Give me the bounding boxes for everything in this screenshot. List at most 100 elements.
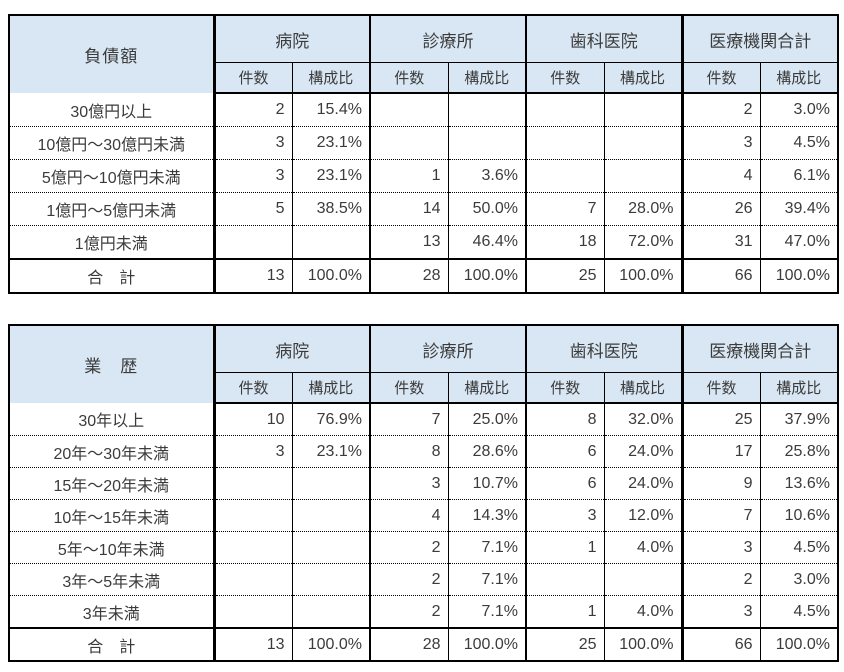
row-label: 20年～30年未満 [9, 435, 216, 468]
ratio-cell: 4.0% [603, 531, 682, 564]
count-cell: 17 [680, 435, 760, 468]
column-group-hospital: 病院 [212, 325, 370, 373]
count-cell [212, 531, 292, 564]
count-cell: 1 [525, 531, 604, 564]
count-cell: 4 [680, 159, 760, 193]
ratio-cell [603, 126, 682, 160]
count-cell: 6 [525, 435, 604, 468]
row-label: 合 計 [9, 258, 216, 293]
table-row: 10年～15年未満 4 14.3% 3 12.0% 7 10.6% [9, 499, 838, 532]
debt-table-body: 30億円以上 2 15.4% 2 3.0% 10億円～30億円未満 3 23.1% 3 4.5% 5… [9, 93, 838, 293]
table-row: 15年～20年未満 3 10.7% 6 24.0% 9 13.6% [9, 467, 838, 500]
ratio-cell: 4.5% [759, 531, 838, 564]
table-row: 30億円以上 2 15.4% 2 3.0% [9, 93, 838, 127]
ratio-cell: 100.0% [291, 627, 370, 661]
group-header-row: 負債額 病院 診療所 歯科医院 医療機関合計 [9, 15, 838, 93]
ratio-cell: 3.0% [759, 93, 838, 127]
table-row: 3年～5年未満 2 7.1% 2 3.0% [9, 563, 838, 596]
ratio-cell: 100.0% [291, 258, 370, 293]
ratio-cell: 10.7% [447, 467, 526, 500]
table-row: 5年～10年未満 2 7.1% 1 4.0% 3 4.5% [9, 531, 838, 564]
count-cell: 2 [212, 93, 292, 127]
ratio-cell: 50.0% [447, 192, 526, 226]
ratio-cell [291, 531, 370, 564]
count-cell: 18 [525, 225, 604, 259]
row-label: 3年～5年未満 [9, 563, 216, 596]
total-row: 合 計 13 100.0% 28 100.0% 25 100.0% 66 100.0% [9, 258, 838, 293]
count-cell: 2 [680, 93, 760, 127]
count-cell [212, 467, 292, 500]
ratio-cell: 100.0% [603, 258, 682, 293]
row-label: 5億円～10億円未満 [9, 159, 216, 193]
ratio-cell: 12.0% [603, 499, 682, 532]
count-cell: 66 [680, 627, 760, 661]
column-group-total: 医療機関合計 [680, 325, 838, 373]
col-header-ratio: 構成比 [447, 62, 526, 94]
ratio-cell: 7.1% [447, 531, 526, 564]
count-cell: 1 [369, 159, 448, 193]
ratio-cell [291, 467, 370, 500]
ratio-cell: 24.0% [603, 467, 682, 500]
count-cell: 3 [680, 595, 760, 628]
count-cell: 2 [369, 563, 448, 596]
col-header-ratio: 構成比 [291, 62, 370, 94]
count-cell [212, 563, 292, 596]
table-row: 1億円未満 13 46.4% 18 72.0% 31 47.0% [9, 225, 838, 259]
ratio-cell: 25.0% [447, 403, 526, 436]
col-header-ratio: 構成比 [447, 372, 526, 404]
ratio-cell [447, 93, 526, 127]
count-cell [212, 225, 292, 259]
col-header-ratio: 構成比 [759, 372, 838, 404]
ratio-cell [603, 563, 682, 596]
count-cell: 3 [212, 126, 292, 160]
count-cell: 14 [369, 192, 448, 226]
table-row: 5億円～10億円未満 3 23.1% 1 3.6% 4 6.1% [9, 159, 838, 193]
ratio-cell: 100.0% [447, 627, 526, 661]
count-cell: 13 [212, 627, 292, 661]
col-header-count: 件数 [369, 372, 448, 404]
count-cell [369, 126, 448, 160]
col-header-count: 件数 [525, 62, 604, 94]
ratio-cell: 28.6% [447, 435, 526, 468]
ratio-cell: 7.1% [447, 595, 526, 628]
col-header-count: 件数 [369, 62, 448, 94]
col-header-count: 件数 [212, 62, 292, 94]
ratio-cell: 39.4% [759, 192, 838, 226]
count-cell: 7 [525, 192, 604, 226]
row-label: 5年～10年未満 [9, 531, 216, 564]
count-cell [525, 93, 604, 127]
count-cell: 28 [369, 627, 448, 661]
group-header-row: 業 歴 病院 診療所 歯科医院 医療機関合計 [9, 325, 838, 403]
count-cell: 31 [680, 225, 760, 259]
count-cell: 3 [680, 126, 760, 160]
table-row: 30年以上 10 76.9% 7 25.0% 8 32.0% 25 37.9% [9, 403, 838, 436]
count-cell: 13 [212, 258, 292, 293]
column-group-dental: 歯科医院 [525, 325, 682, 373]
ratio-cell [291, 499, 370, 532]
ratio-cell: 32.0% [603, 403, 682, 436]
sub-header-row: 件数 構成比 件数 構成比 件数 構成比 件数 構成比 [9, 62, 838, 94]
column-group-clinic: 診療所 [369, 15, 526, 63]
ratio-cell: 100.0% [603, 627, 682, 661]
col-header-count: 件数 [525, 372, 604, 404]
count-cell: 3 [525, 499, 604, 532]
count-cell [525, 159, 604, 193]
count-cell: 25 [525, 627, 604, 661]
ratio-cell [291, 595, 370, 628]
ratio-cell: 3.6% [447, 159, 526, 193]
ratio-cell [291, 225, 370, 259]
ratio-cell: 23.1% [291, 435, 370, 468]
count-cell: 25 [680, 403, 760, 436]
ratio-cell: 4.0% [603, 595, 682, 628]
ratio-cell: 47.0% [759, 225, 838, 259]
count-cell: 3 [369, 467, 448, 500]
col-header-ratio: 構成比 [759, 62, 838, 94]
table-row: 20年～30年未満 3 23.1% 8 28.6% 6 24.0% 17 25.8% [9, 435, 838, 468]
count-cell: 3 [680, 531, 760, 564]
ratio-cell: 28.0% [603, 192, 682, 226]
count-cell: 7 [680, 499, 760, 532]
ratio-cell [291, 563, 370, 596]
count-cell: 1 [525, 595, 604, 628]
count-cell [369, 93, 448, 127]
